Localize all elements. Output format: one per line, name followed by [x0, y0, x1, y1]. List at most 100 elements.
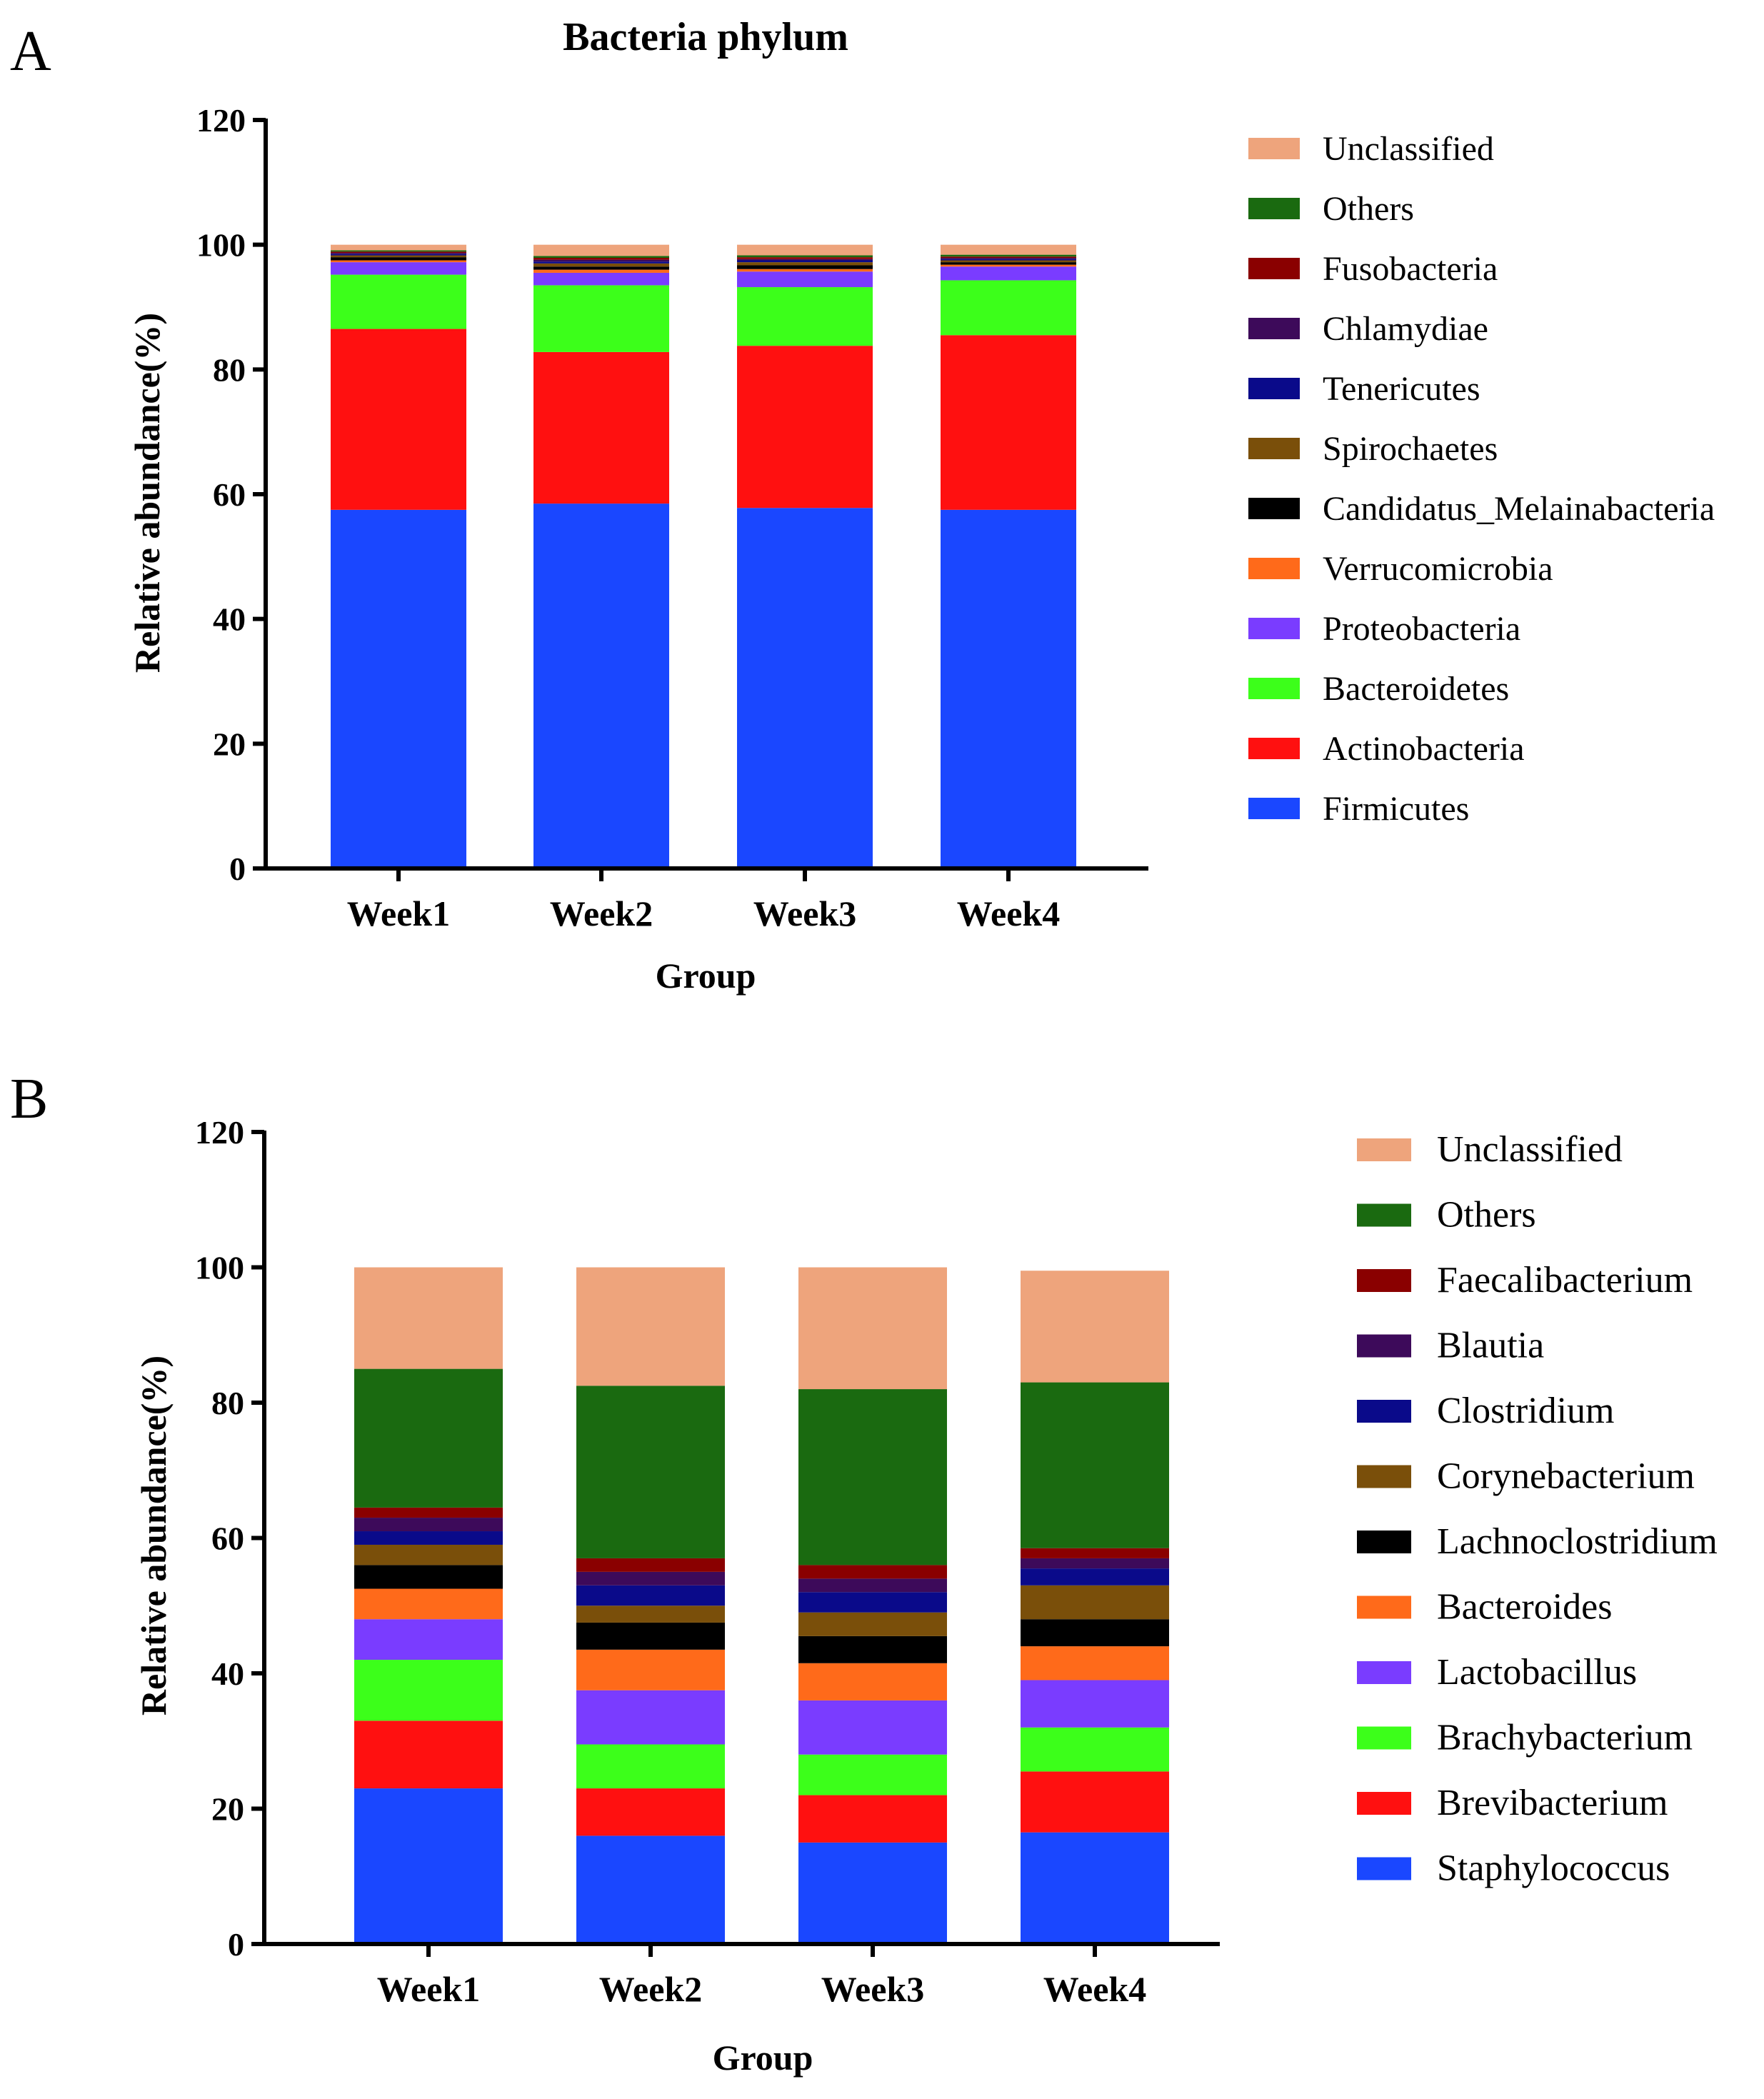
- panel-b-bar-week2-lactobacillus: [576, 1690, 725, 1745]
- panel-a-bar-week3-others: [737, 255, 873, 258]
- panel-a-bar-week4-others: [941, 254, 1076, 257]
- panel-b-bar-week4-others: [1021, 1382, 1169, 1548]
- panel-a-bar-week2-firmicutes: [533, 504, 669, 868]
- panel-a-x-label-week3: Week3: [753, 893, 856, 933]
- panel-a-bar-week2-others: [533, 256, 669, 259]
- panel-b-legend-label-faecalibacterium: Faecalibacterium: [1437, 1260, 1693, 1301]
- panel-a-bar-week4-unclassified: [941, 244, 1076, 255]
- panel-b-bar-week2-faecalibacterium: [576, 1558, 725, 1572]
- panel-a-axes: [264, 119, 1148, 871]
- panel-b-x-label-week4: Week4: [1043, 1969, 1146, 2009]
- panel-a-bar-week3-tenericutes: [737, 260, 873, 263]
- panel-b-legend-swatch-brevibacterium: [1357, 1792, 1411, 1815]
- panel-a-bar-week2-verrucomicrobia: [533, 269, 669, 273]
- panel-b-bar-week3-bacteroides: [798, 1663, 947, 1700]
- panel-a-y-tick-label-120: 120: [196, 102, 246, 139]
- panel-a-bar-week1-chlamydiae: [331, 253, 466, 254]
- panel-a-bar-week1-actinobacteria: [331, 329, 466, 510]
- panel-a-bar-week2-chlamydiae: [533, 259, 669, 262]
- panel-b-x-label-week1: Week1: [377, 1969, 480, 2009]
- panel-b-bar-week3-lachnoclostridium: [798, 1635, 947, 1663]
- panel-b-bar-week4-brevibacterium: [1021, 1771, 1169, 1833]
- panel-a-bar-week3-firmicutes: [737, 508, 873, 868]
- panel-b-bar-week3-clostridium: [798, 1592, 947, 1613]
- panel-a-bar-week4-bacteroidetes: [941, 280, 1076, 336]
- panel-b-legend-swatch-bacteroides: [1357, 1595, 1411, 1619]
- panel-b-bar-week2-brevibacterium: [576, 1788, 725, 1836]
- panel-a-legend-label-proteobacteria: Proteobacteria: [1323, 610, 1520, 648]
- panel-b-legend-swatch-lachnoclostridium: [1357, 1531, 1411, 1553]
- panel-a-x-label-week1: Week1: [347, 893, 450, 933]
- panel-b-legend-swatch-staphylococcus: [1357, 1857, 1411, 1880]
- panel-a-bar-week2-fusobacteria: [533, 258, 669, 260]
- panel-b-bar-week4-lachnoclostridium: [1021, 1619, 1169, 1647]
- panel-a-y-tick-label-100: 100: [196, 227, 246, 264]
- panel-a-bar-week1-candidatus-melainabacteria: [331, 257, 466, 261]
- panel-b-bar-week4-staphylococcus: [1021, 1832, 1169, 1944]
- panel-b-bar-week2-unclassified: [576, 1267, 725, 1386]
- panel-b-bar-week3-corynebacterium: [798, 1612, 947, 1636]
- panel-a-bar-week2-candidatus-melainabacteria: [533, 266, 669, 270]
- panel-a-letter: A: [10, 20, 51, 83]
- panel-a-legend-label-actinobacteria: Actinobacteria: [1323, 730, 1525, 768]
- panel-b-legend-swatch-blautia: [1357, 1334, 1411, 1358]
- panel-a-bar-week3-actinobacteria: [737, 346, 873, 509]
- panel-a-bar-week2-spirochaetes: [533, 263, 669, 267]
- panel-a-legend-swatch-tenericutes: [1248, 378, 1300, 399]
- panel-a-legend: Unclassified Others Fusobacteria Chlamydiae…: [1248, 130, 1715, 828]
- panel-a-bar-week2-proteobacteria: [533, 272, 669, 286]
- panel-b-y-axis-title: Relative abundance(%): [134, 1356, 174, 1715]
- panel-a-bar-week3-bacteroidetes: [737, 287, 873, 346]
- panel-a-legend-label-others: Others: [1323, 190, 1414, 228]
- panel-b-bar-week4-clostridium: [1021, 1568, 1169, 1585]
- panel-a-legend-label-spirochaetes: Spirochaetes: [1323, 430, 1498, 468]
- panel-b-bar-week3-faecalibacterium: [798, 1565, 947, 1579]
- panel-b-bar-week1-bacteroides: [354, 1588, 503, 1620]
- panel-a-bar-week3-proteobacteria: [737, 271, 873, 288]
- panel-a-title: Bacteria phylum: [563, 15, 848, 59]
- panel-a-legend-label-tenericutes: Tenericutes: [1323, 370, 1480, 408]
- panel-b-y-tick-label-60: 60: [211, 1521, 244, 1557]
- panel-b-legend-label-blautia: Blautia: [1437, 1326, 1544, 1366]
- panel-a-bar-week1-others: [331, 250, 466, 252]
- panel-a-bar-week2-bacteroidetes: [533, 285, 669, 352]
- panel-b-bar-week1-brevibacterium: [354, 1720, 503, 1789]
- panel-b-legend-label-brachybacterium: Brachybacterium: [1437, 1718, 1693, 1758]
- panel-b-bar-week1-faecalibacterium: [354, 1507, 503, 1518]
- panel-a-bar-week2-unclassified: [533, 244, 669, 256]
- panel-b-legend-label-clostridium: Clostridium: [1437, 1391, 1614, 1431]
- panel-b-bar-week3-lactobacillus: [798, 1700, 947, 1755]
- panel-b-y-tick-label-20: 20: [211, 1791, 244, 1828]
- panel-b-axes: [262, 1131, 1220, 1946]
- panel-a-bar-week4-tenericutes: [941, 259, 1076, 261]
- panel-a-x-axis-title: Group: [656, 956, 756, 996]
- panel-b-legend-label-others: Others: [1437, 1195, 1536, 1236]
- panel-a-x-label-week2: Week2: [550, 893, 653, 933]
- panel-a-bar-week4-spirochaetes: [941, 260, 1076, 263]
- panel-b-bar-week2-staphylococcus: [576, 1835, 725, 1944]
- panel-b-bar-week3-brevibacterium: [798, 1795, 947, 1843]
- panel-a-x-label-week4: Week4: [957, 893, 1060, 933]
- panel-b-x-categories: Week1 Week2 Week3 Week4: [377, 1944, 1146, 2009]
- panel-a-legend-swatch-firmicutes: [1248, 798, 1300, 819]
- panel-b-y-ticks: 0 20 40 60 80 100 120: [195, 1114, 264, 1963]
- panel-a-bar-week3-fusobacteria: [737, 257, 873, 259]
- panel-b-bar-week2-corynebacterium: [576, 1605, 725, 1623]
- panel-b-legend-label-lachnoclostridium: Lachnoclostridium: [1437, 1521, 1718, 1562]
- panel-b-bar-week4-faecalibacterium: [1021, 1548, 1169, 1558]
- panel-b-bar-week4-blautia: [1021, 1558, 1169, 1569]
- panel-b-bar-week3-brachybacterium: [798, 1754, 947, 1795]
- panel-a-bar-week4-actinobacteria: [941, 335, 1076, 510]
- panel-b-letter: B: [10, 1068, 48, 1131]
- panel-b-y-tick-label-0: 0: [228, 1926, 244, 1963]
- panel-a-legend-swatch-verrucomicrobia: [1248, 558, 1300, 579]
- panel-b-legend-swatch-brachybacterium: [1357, 1726, 1411, 1750]
- panel-b-bar-week4-lactobacillus: [1021, 1680, 1169, 1728]
- panel-b-y-tick-label-40: 40: [211, 1655, 244, 1692]
- panel-b-bar-week1-clostridium: [354, 1531, 503, 1545]
- panel-b-legend-swatch-others: [1357, 1203, 1411, 1227]
- panel-a-legend-swatch-unclassified: [1248, 138, 1300, 159]
- panel-a-y-tick-label-20: 20: [213, 726, 246, 762]
- panel-b-legend-swatch-clostridium: [1357, 1400, 1411, 1423]
